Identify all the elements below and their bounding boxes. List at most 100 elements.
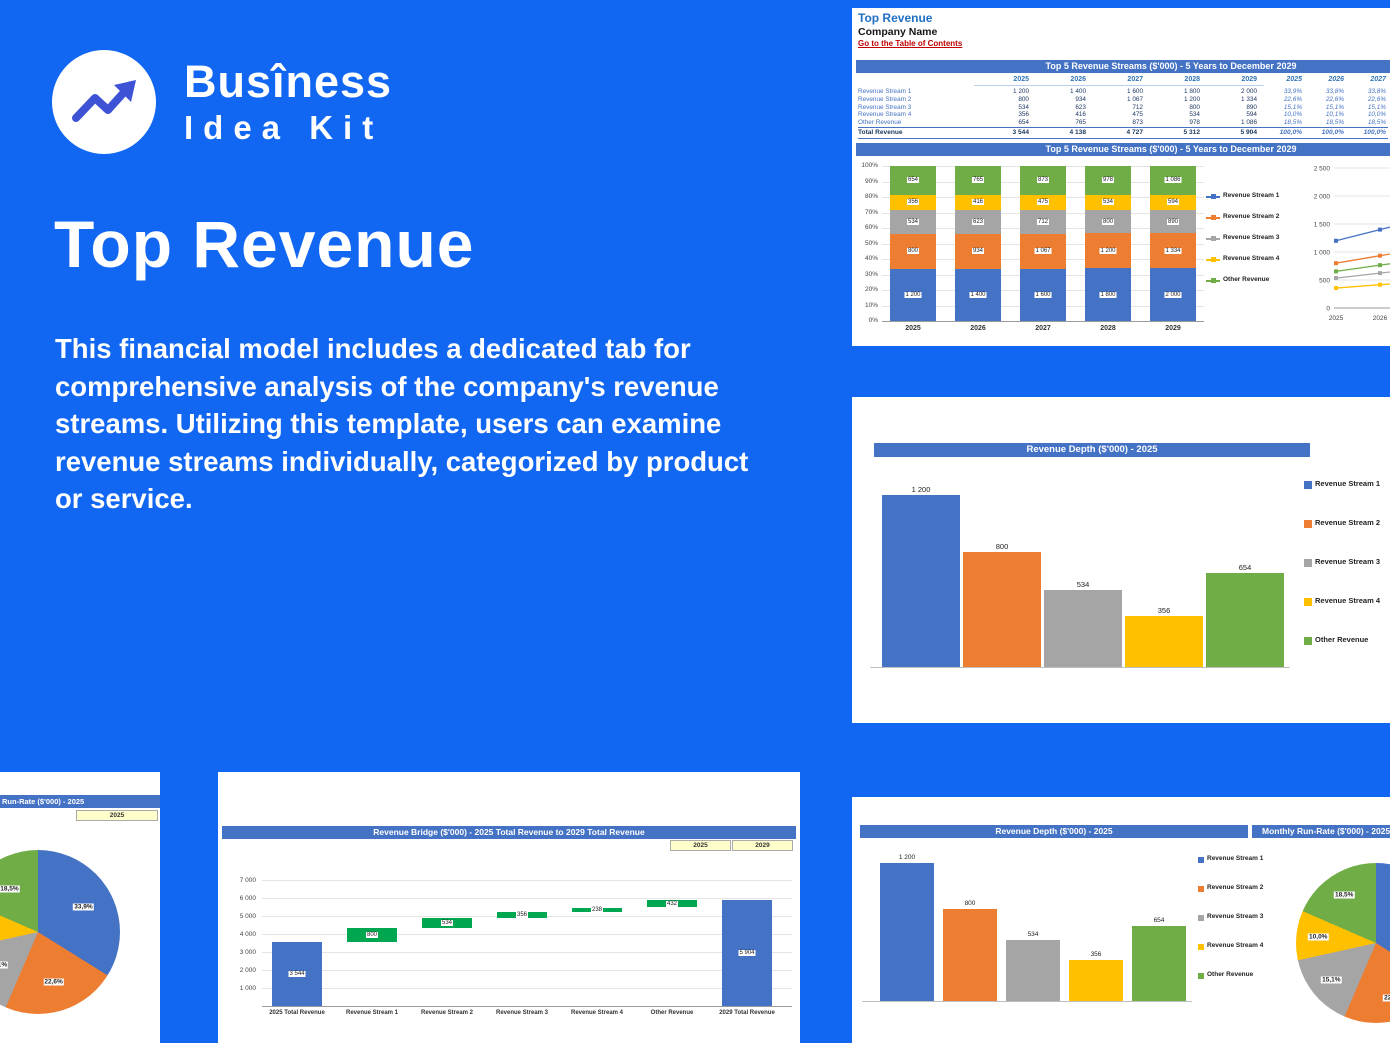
bar-value-label: 1 334 [1164, 247, 1182, 254]
x-axis-label: 2026 [970, 325, 986, 332]
legend-marker [1198, 885, 1204, 892]
pie-percent-label: 18,5% [0, 885, 20, 893]
total-pct: 100,0% [1321, 129, 1344, 136]
cell-pct: 22,6% [1367, 95, 1386, 103]
monthly-runrate-title-bar: Monthly Run-Rate ($'000) - 2025 [1252, 825, 1390, 838]
runrate-year-cell[interactable]: 2025 [76, 810, 158, 821]
y-axis-label: 80% [864, 193, 878, 200]
revenue-bridge-waterfall-chart: 7 000 6 000 5 000 4 000 3 000 2 000 1 000 3 544… [222, 852, 796, 1040]
y-axis-label: 20% [864, 286, 878, 293]
legend-item: Revenue Stream 1 [1304, 479, 1390, 489]
stacked-chart-title-bar: Top 5 Revenue Streams ($'000) - 5 Years … [856, 143, 1390, 156]
bar-value-label: 712 [1036, 218, 1050, 225]
grid-line [882, 321, 1204, 322]
sheet-screenshot-panel: Top Revenue Company Name Go to the Table… [852, 8, 1390, 346]
legend-marker [1198, 972, 1204, 979]
legend-item: Revenue Stream 3 [1304, 557, 1390, 567]
total-value: 4 727 [1126, 129, 1143, 136]
legend-label: Other Revenue [1223, 276, 1270, 283]
bar [943, 909, 997, 1001]
depth-and-monthly-panel: Revenue Depth ($'000) - 2025 Monthly Run… [852, 797, 1390, 1043]
cell-value: 800 [1018, 95, 1029, 103]
legend-item: Revenue Stream 3 [1198, 913, 1278, 923]
bridge-year-to-cell[interactable]: 2029 [732, 840, 793, 851]
total-pct: 100,0% [1363, 129, 1386, 136]
year-header: 2029 [1241, 76, 1257, 83]
x-axis-label: Revenue Stream 2 [420, 1010, 474, 1016]
legend-label: Revenue Stream 1 [1223, 192, 1280, 199]
y-axis-label: 7 000 [239, 876, 256, 884]
legend-item: Other Revenue [1198, 971, 1278, 981]
pct-year-header: 2026 [1328, 76, 1344, 83]
stacked-chart-legend: Revenue Stream 1 Revenue Stream 2 Revenue … [1206, 192, 1290, 302]
cell-value: 890 [1246, 103, 1257, 111]
cell-value: 1 600 [1127, 88, 1143, 95]
y-axis-label: 10% [864, 301, 878, 309]
brand-logo [52, 50, 156, 154]
y-axis-label: 70% [864, 208, 878, 216]
legend-item: Revenue Stream 4 [1198, 942, 1278, 952]
legend-marker [1210, 235, 1216, 241]
bar [1069, 960, 1123, 1001]
cell-value: 594 [1246, 111, 1257, 119]
pct-year-header: 2025 [1286, 76, 1302, 83]
legend-item: Revenue Stream 4 [1304, 596, 1390, 606]
row-label: Revenue Stream 4 [858, 111, 912, 119]
legend-label: Revenue Stream 3 [1207, 913, 1264, 920]
cell-pct: 33,8% [1325, 88, 1344, 95]
toc-link[interactable]: Go to the Table of Contents [858, 39, 963, 48]
bar-value-label: 1 200 [911, 485, 931, 494]
legend-item: Revenue Stream 3 [1206, 234, 1290, 244]
y-axis-label: 50% [864, 239, 878, 247]
legend-marker [1304, 480, 1312, 489]
logo-chart-arrow-icon [72, 80, 136, 122]
bar-value-label: 534 [1101, 199, 1115, 206]
bar-value-label: 1 200 [904, 291, 922, 298]
bar-value-label: 765 [971, 177, 985, 184]
bar-value-label: 3 544 [288, 971, 306, 978]
cell-value: 1 200 [1013, 88, 1029, 95]
svg-text:2025: 2025 [1329, 315, 1344, 322]
cell-value: 1 400 [1070, 88, 1086, 95]
y-axis-label: 3 000 [239, 948, 256, 956]
revenue-bridge-title-bar: Revenue Bridge ($'000) - 2025 Total Reve… [222, 826, 796, 839]
legend-label: Revenue Stream 1 [1207, 855, 1264, 862]
bar-value-label: 654 [1238, 563, 1252, 573]
cell-value: 765 [1075, 119, 1086, 127]
bar-value-label: 873 [1036, 177, 1050, 184]
bar-value-label: 978 [1101, 177, 1115, 184]
bar-value-label: 2 000 [1164, 291, 1182, 298]
bar-value-label: 800 [365, 932, 379, 938]
year-header: 2028 [1184, 76, 1200, 83]
svg-text:0: 0 [1326, 306, 1330, 313]
cell-value: 356 [1018, 111, 1029, 119]
revenue-table-title-bar: Top 5 Revenue Streams ($'000) - 5 Years … [856, 60, 1390, 73]
x-axis-label: 2028 [1100, 325, 1116, 332]
bar-value-label: 416 [971, 199, 985, 206]
cell-value: 654 [1018, 119, 1029, 127]
svg-text:2026: 2026 [1373, 315, 1388, 322]
legend-item: Other Revenue [1206, 276, 1290, 286]
year-header: 2025 [1013, 76, 1029, 83]
cell-value: 1 086 [1241, 119, 1257, 127]
svg-text:2 000: 2 000 [1314, 194, 1331, 201]
legend-marker [1304, 636, 1312, 645]
legend-label: Revenue Stream 4 [1207, 942, 1264, 949]
bar-value-label: 356 [906, 199, 920, 206]
bar [1206, 573, 1284, 667]
legend-label: Revenue Stream 1 [1315, 479, 1381, 488]
bar-value-label: 934 [971, 248, 985, 255]
y-axis-label: 40% [864, 255, 878, 262]
total-pct: 100,0% [1279, 129, 1302, 136]
year-header: 2027 [1127, 76, 1143, 83]
bar-value-label: 1 800 [1099, 291, 1117, 298]
runrate-panel: Run-Rate ($'000) - 2025 2025 33,9% 22,6% 1… [0, 772, 160, 1043]
legend-marker [1198, 856, 1204, 863]
svg-text:2 500: 2 500 [1314, 166, 1331, 173]
stacked-bar-chart: 100% 90% 80% 70% 60% 50% 40% 30% 20% 10% 0% 1 200 80… [852, 160, 1208, 346]
cell-pct: 10,1% [1325, 111, 1344, 119]
cell-value: 1 334 [1241, 95, 1257, 103]
bridge-year-from-cell[interactable]: 2025 [670, 840, 731, 851]
